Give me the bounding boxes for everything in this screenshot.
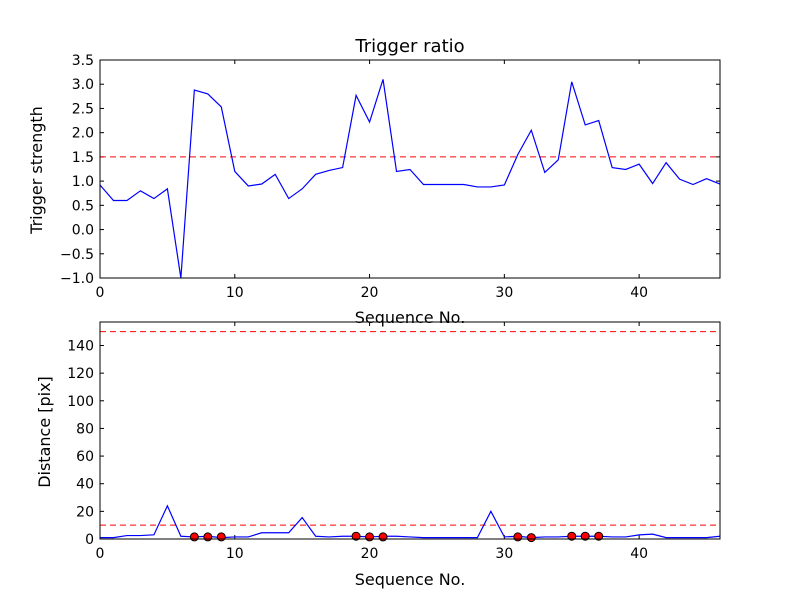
y-tick-label: 100 — [67, 394, 94, 410]
series-group — [99, 79, 721, 279]
y-tick-label: 20 — [76, 504, 94, 520]
data-marker — [203, 532, 213, 542]
y-tick-label: 3.5 — [72, 53, 94, 69]
y-tick-label: 2.5 — [72, 101, 94, 117]
x-axis-ticks: 0 10 20 30 40 — [96, 322, 648, 562]
data-marker — [216, 532, 226, 542]
series-group — [100, 504, 721, 539]
x-tick-label: 30 — [495, 285, 513, 301]
y-axis-ticks: −1.0 −0.5 0.0 0.5 1.0 1.5 2.0 2.5 3.0 3.5 — [60, 53, 720, 287]
x-axis-label: Sequence No. — [355, 308, 466, 327]
y-axis-label: Distance [pix] — [35, 376, 54, 488]
plot-frame — [99, 59, 721, 279]
x-tick-label: 40 — [630, 546, 648, 562]
distance-chart: Distance [pix] Sequence No. 020406080100… — [35, 321, 721, 589]
data-marker — [526, 533, 536, 543]
series-line — [99, 79, 721, 279]
x-axis-label: Sequence No. — [355, 570, 466, 589]
y-tick-label: 1.0 — [72, 174, 94, 190]
x-tick-label: 20 — [361, 546, 379, 562]
y-tick-label: 2.0 — [72, 126, 94, 142]
data-marker — [513, 532, 523, 542]
y-axis-ticks: 0 20 40 60 80 100 120 140 — [67, 338, 720, 548]
y-tick-label: −1.0 — [60, 271, 94, 287]
y-tick-label: 60 — [76, 449, 94, 465]
x-tick-label: 10 — [226, 546, 244, 562]
data-marker — [351, 531, 361, 541]
x-tick-label: 20 — [361, 285, 379, 301]
y-axis-label: Trigger strength — [27, 106, 46, 235]
y-tick-label: 0 — [85, 532, 94, 548]
x-tick-label: 40 — [630, 285, 648, 301]
y-tick-label: 0.5 — [72, 198, 94, 214]
y-tick-label: 3.0 — [72, 77, 94, 93]
y-tick-label: 80 — [76, 421, 94, 437]
data-marker — [378, 532, 388, 542]
y-tick-label: 120 — [67, 366, 94, 382]
data-marker — [567, 531, 577, 541]
data-marker — [594, 531, 604, 541]
data-marker — [580, 531, 590, 541]
y-tick-label: 0.0 — [72, 223, 94, 239]
chart-title: Trigger ratio — [354, 36, 464, 57]
plot-frame — [99, 321, 721, 540]
x-tick-label: 0 — [96, 285, 105, 301]
threshold-lines — [100, 331, 720, 526]
y-tick-label: 40 — [76, 477, 94, 493]
x-tick-label: 30 — [495, 546, 513, 562]
y-tick-label: 140 — [67, 338, 94, 354]
y-tick-label: 1.5 — [72, 150, 94, 166]
data-marker — [189, 532, 199, 542]
data-marker — [365, 532, 375, 542]
y-tick-label: −0.5 — [60, 247, 94, 263]
series-line — [100, 504, 721, 539]
x-tick-label: 10 — [226, 285, 244, 301]
x-axis-ticks: 0 10 20 30 40 — [96, 60, 648, 301]
x-tick-label: 0 — [96, 546, 105, 562]
